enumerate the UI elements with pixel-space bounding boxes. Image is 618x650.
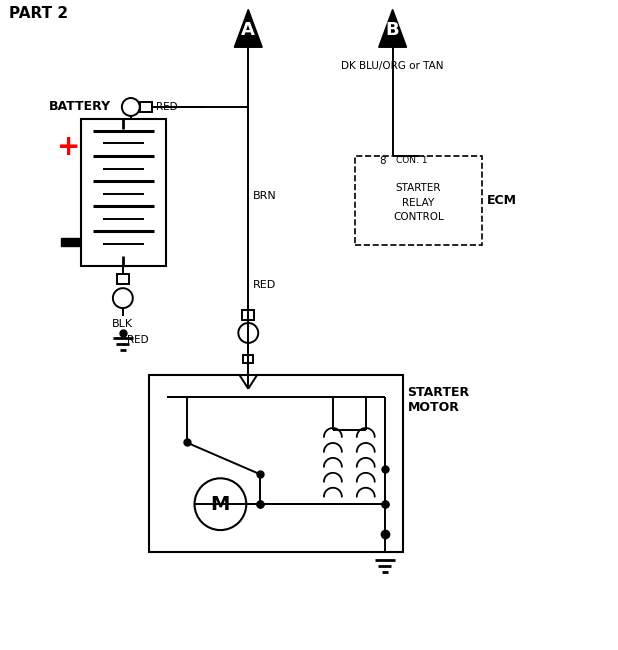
Bar bbox=[81, 119, 166, 266]
Bar bbox=[117, 274, 129, 284]
Polygon shape bbox=[234, 9, 262, 47]
Bar bbox=[355, 156, 482, 245]
Text: easyautodiagnostic.com: easyautodiagnostic.com bbox=[216, 422, 402, 437]
Text: RED: RED bbox=[156, 102, 177, 112]
Text: 8: 8 bbox=[379, 156, 386, 166]
Text: RED: RED bbox=[127, 335, 148, 345]
Text: BATTERY: BATTERY bbox=[49, 101, 111, 114]
Text: CON. 1: CON. 1 bbox=[396, 156, 427, 165]
Text: BRN: BRN bbox=[253, 190, 277, 201]
Text: DK BLU/ORG or TAN: DK BLU/ORG or TAN bbox=[341, 61, 444, 71]
Text: A: A bbox=[242, 21, 255, 39]
Text: +: + bbox=[57, 133, 81, 161]
Text: CONTROL: CONTROL bbox=[393, 213, 444, 222]
Text: RELAY: RELAY bbox=[402, 198, 434, 207]
Bar bbox=[61, 239, 79, 246]
Text: RED: RED bbox=[253, 280, 276, 290]
Text: PART 2: PART 2 bbox=[9, 6, 69, 21]
Bar bbox=[149, 375, 402, 552]
Bar bbox=[140, 102, 151, 112]
Text: B: B bbox=[386, 21, 399, 39]
Text: STARTER: STARTER bbox=[407, 386, 470, 399]
Polygon shape bbox=[379, 9, 407, 47]
Text: MOTOR: MOTOR bbox=[407, 401, 459, 414]
Text: STARTER: STARTER bbox=[396, 183, 441, 192]
Text: ECM: ECM bbox=[487, 194, 517, 207]
Bar bbox=[242, 310, 254, 320]
Bar bbox=[243, 355, 253, 363]
Text: M: M bbox=[211, 495, 230, 514]
Text: BLK: BLK bbox=[112, 319, 133, 329]
